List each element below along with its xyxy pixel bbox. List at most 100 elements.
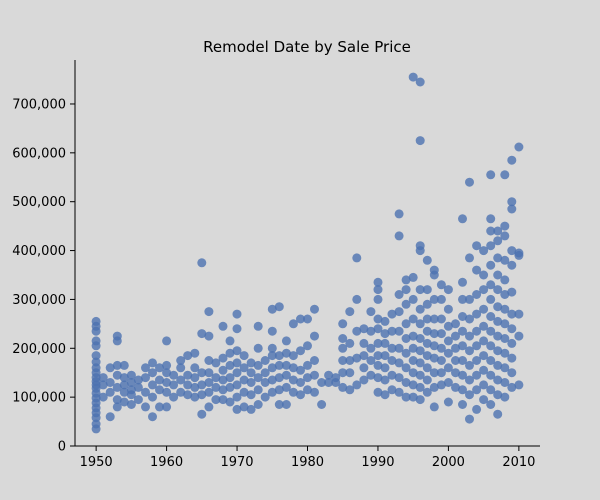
data-point bbox=[401, 392, 411, 402]
data-point bbox=[133, 395, 143, 405]
data-point bbox=[105, 378, 115, 387]
data-point bbox=[507, 353, 517, 363]
data-point bbox=[507, 368, 517, 378]
data-point bbox=[148, 412, 157, 422]
data-point bbox=[408, 294, 418, 304]
data-point bbox=[274, 400, 284, 409]
data-point bbox=[253, 343, 263, 353]
data-point bbox=[472, 370, 482, 380]
data-point bbox=[183, 380, 193, 390]
data-point bbox=[190, 348, 200, 358]
data-point bbox=[486, 385, 496, 395]
data-point bbox=[253, 385, 263, 395]
data-point bbox=[507, 197, 517, 207]
data-point bbox=[415, 370, 425, 380]
data-point bbox=[493, 346, 503, 356]
data-point bbox=[465, 294, 474, 304]
data-point bbox=[169, 380, 179, 390]
data-point bbox=[281, 336, 291, 346]
data-point bbox=[91, 419, 101, 429]
data-point bbox=[401, 334, 411, 343]
data-point bbox=[232, 380, 242, 390]
data-point bbox=[162, 387, 172, 397]
data-point bbox=[436, 294, 446, 304]
data-point bbox=[500, 275, 510, 285]
data-point bbox=[422, 351, 432, 361]
data-point bbox=[373, 294, 383, 304]
data-point bbox=[105, 363, 115, 373]
data-point bbox=[338, 382, 348, 392]
data-point bbox=[148, 380, 157, 390]
data-point bbox=[112, 395, 122, 405]
data-point bbox=[155, 385, 164, 395]
data-point bbox=[169, 370, 179, 380]
data-point bbox=[500, 348, 510, 358]
data-point bbox=[465, 375, 474, 385]
data-point bbox=[507, 155, 517, 165]
data-point bbox=[479, 270, 489, 280]
data-point bbox=[486, 326, 496, 336]
data-point bbox=[197, 329, 207, 339]
data-point bbox=[429, 353, 439, 363]
points-layer bbox=[91, 72, 524, 434]
data-point bbox=[232, 404, 242, 414]
data-point bbox=[98, 373, 108, 383]
data-point bbox=[359, 363, 369, 373]
data-point bbox=[479, 380, 489, 390]
data-point bbox=[429, 368, 439, 378]
data-point bbox=[380, 329, 390, 339]
data-point bbox=[500, 334, 510, 343]
data-point bbox=[415, 395, 425, 405]
data-point bbox=[380, 338, 390, 348]
data-point bbox=[338, 356, 348, 365]
data-point bbox=[274, 373, 284, 383]
data-point bbox=[225, 397, 235, 407]
data-point bbox=[211, 395, 221, 405]
data-point bbox=[422, 285, 432, 295]
data-point bbox=[225, 373, 235, 383]
data-point bbox=[345, 307, 355, 317]
data-point bbox=[401, 275, 411, 285]
data-point bbox=[91, 351, 101, 361]
data-point bbox=[162, 378, 172, 387]
data-point bbox=[422, 314, 432, 324]
data-point bbox=[281, 370, 291, 380]
data-point bbox=[415, 285, 425, 295]
data-point bbox=[197, 368, 207, 378]
data-point bbox=[218, 321, 228, 331]
data-point bbox=[155, 363, 164, 373]
data-point bbox=[105, 412, 115, 422]
data-point bbox=[281, 400, 291, 409]
data-point bbox=[380, 363, 390, 373]
data-point bbox=[246, 358, 256, 368]
data-point bbox=[408, 331, 418, 341]
data-point bbox=[197, 380, 207, 390]
data-point bbox=[225, 348, 235, 358]
data-point bbox=[394, 358, 404, 368]
data-point bbox=[387, 370, 397, 380]
data-point bbox=[408, 380, 418, 390]
data-point bbox=[493, 253, 503, 263]
data-point bbox=[493, 285, 503, 295]
data-point bbox=[274, 360, 284, 370]
data-point bbox=[479, 246, 489, 256]
data-point bbox=[429, 329, 439, 339]
data-point bbox=[373, 351, 383, 361]
data-point bbox=[415, 304, 425, 314]
data-point bbox=[176, 363, 186, 373]
data-point bbox=[458, 214, 467, 224]
data-point bbox=[429, 341, 439, 351]
data-point bbox=[288, 375, 298, 385]
data-point bbox=[112, 370, 122, 380]
data-point bbox=[274, 302, 284, 312]
data-point bbox=[281, 382, 291, 392]
data-point bbox=[218, 365, 228, 375]
data-point bbox=[479, 285, 489, 295]
data-point bbox=[500, 363, 510, 373]
y-tick-label: 0 bbox=[58, 440, 66, 455]
data-point bbox=[415, 241, 425, 251]
data-point bbox=[472, 341, 482, 351]
data-point bbox=[324, 378, 334, 387]
data-point bbox=[514, 248, 524, 258]
